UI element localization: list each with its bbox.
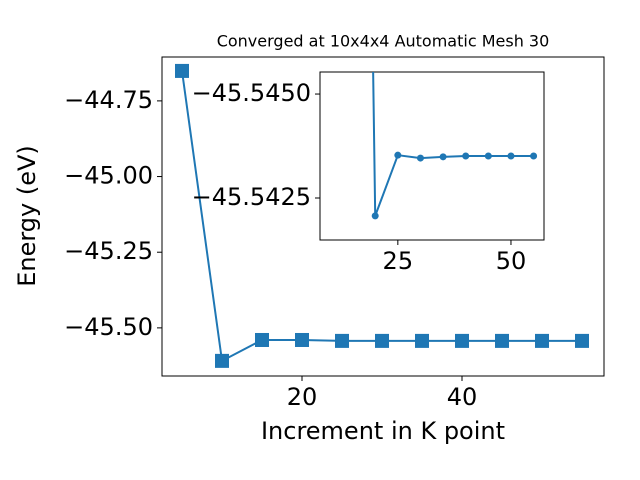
marker <box>415 333 429 348</box>
y-tick-label: −45.00 <box>64 162 153 190</box>
x-tick-label: 40 <box>447 383 478 411</box>
marker <box>462 152 470 160</box>
plot-layer <box>371 72 538 220</box>
marker <box>371 212 379 220</box>
marker <box>530 152 538 160</box>
y-tick-label: −45.5450 <box>192 79 311 107</box>
marker <box>335 333 349 348</box>
plot-layer <box>175 63 589 368</box>
marker <box>507 152 515 160</box>
x-tick-label: 25 <box>383 247 414 275</box>
y-axis-label: Energy (eV) <box>13 145 41 287</box>
marker <box>484 152 492 160</box>
marker <box>215 353 229 368</box>
y-tick-label: −44.75 <box>64 86 153 114</box>
x-tick-label: 20 <box>287 383 318 411</box>
marker <box>375 333 389 348</box>
marker <box>455 333 469 348</box>
marker <box>535 333 549 348</box>
marker <box>439 153 447 161</box>
marker <box>295 332 309 347</box>
marker <box>394 151 402 159</box>
chart-title: Converged at 10x4x4 Automatic Mesh 30 <box>217 32 550 51</box>
x-axis-label: Increment in K point <box>261 417 505 445</box>
y-tick-label: −45.50 <box>64 313 153 341</box>
marker <box>175 63 189 78</box>
x-tick-label: 50 <box>496 247 527 275</box>
y-tick-label: −45.25 <box>64 237 153 265</box>
y-tick-label: −45.5425 <box>192 183 311 211</box>
marker <box>575 333 589 348</box>
marker <box>416 154 424 162</box>
marker <box>495 333 509 348</box>
marker <box>255 332 269 347</box>
